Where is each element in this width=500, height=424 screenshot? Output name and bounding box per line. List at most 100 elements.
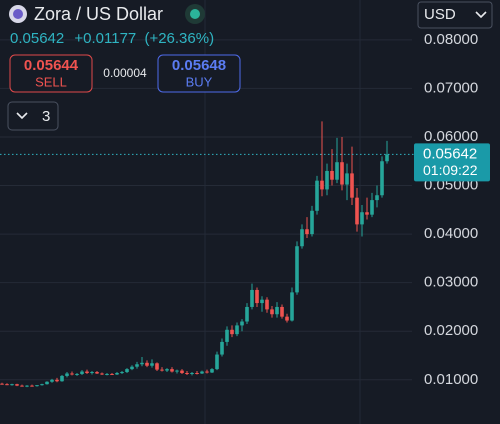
last-price-box bbox=[414, 143, 490, 182]
candle-body bbox=[80, 371, 84, 374]
candle-body bbox=[75, 373, 79, 375]
candle-body bbox=[185, 373, 189, 375]
sell-price[interactable]: 0.05644 bbox=[24, 57, 79, 74]
candle-body bbox=[350, 173, 354, 198]
candle-body bbox=[25, 385, 29, 387]
candle-body bbox=[355, 197, 359, 225]
interval[interactable]: 3 bbox=[42, 108, 50, 125]
candle-body bbox=[370, 200, 374, 215]
candle-body bbox=[300, 229, 304, 247]
candle-body bbox=[310, 210, 314, 235]
candle-body bbox=[325, 170, 329, 190]
candle-body bbox=[40, 384, 44, 386]
sell-button[interactable] bbox=[9, 54, 93, 93]
candle-body bbox=[360, 212, 364, 225]
candle-body bbox=[345, 173, 349, 185]
candle-body bbox=[100, 373, 104, 375]
candle-body bbox=[280, 306, 284, 317]
candle-body bbox=[230, 329, 234, 335]
candle-body bbox=[295, 246, 299, 293]
candle-body bbox=[115, 373, 119, 375]
candle-body bbox=[275, 306, 279, 315]
change: +0.01177 bbox=[74, 30, 136, 47]
candle-body bbox=[10, 384, 14, 386]
candle-body bbox=[35, 385, 39, 387]
candle-body bbox=[0, 383, 4, 385]
candle-body bbox=[85, 371, 89, 374]
candle-body bbox=[305, 229, 309, 235]
candle-body bbox=[235, 325, 239, 335]
buy-button[interactable] bbox=[157, 54, 241, 93]
candle-body bbox=[70, 373, 74, 375]
candle-body bbox=[145, 362, 149, 366]
y-tick-label: 0.06000 bbox=[424, 128, 478, 145]
candle-body bbox=[285, 316, 289, 321]
interval-select[interactable] bbox=[7, 101, 59, 131]
candle-body bbox=[65, 373, 69, 376]
y-axis: 0.010000.020000.030000.040000.050000.060… bbox=[424, 31, 478, 388]
candle-body bbox=[140, 362, 144, 365]
candle-body bbox=[170, 369, 174, 372]
candle-body bbox=[125, 369, 129, 373]
currency[interactable]: USD bbox=[424, 6, 456, 23]
candle-body bbox=[220, 341, 224, 355]
candle-body bbox=[205, 371, 209, 373]
candle-body bbox=[5, 384, 9, 386]
candles bbox=[0, 121, 389, 388]
countdown: 01:09:22 bbox=[423, 162, 478, 178]
candle-body bbox=[260, 299, 264, 304]
candle-body bbox=[315, 180, 319, 211]
candle-body bbox=[330, 170, 334, 180]
candle-body bbox=[335, 162, 339, 180]
y-tick-label: 0.07000 bbox=[424, 79, 478, 96]
candle-body bbox=[245, 306, 249, 322]
candle-body bbox=[265, 299, 269, 310]
candle-body bbox=[55, 379, 59, 382]
y-tick-label: 0.04000 bbox=[424, 225, 478, 242]
market-status-dot bbox=[190, 9, 200, 19]
y-tick-label: 0.02000 bbox=[424, 322, 478, 339]
buy-price[interactable]: 0.05648 bbox=[172, 57, 226, 74]
candle-body bbox=[320, 180, 324, 190]
sell-label[interactable]: SELL bbox=[35, 74, 67, 89]
candle-body bbox=[190, 373, 194, 375]
candle-body bbox=[120, 372, 124, 374]
currency-select[interactable] bbox=[417, 1, 493, 29]
candle-body bbox=[380, 161, 384, 196]
candle-body bbox=[150, 363, 154, 366]
buy-label[interactable]: BUY bbox=[186, 74, 213, 89]
spread: 0.00004 bbox=[103, 66, 147, 80]
price-line: 0.05642 +0.01177 (+26.36%) bbox=[10, 30, 214, 47]
candle-body bbox=[60, 375, 64, 382]
candle-body bbox=[255, 289, 259, 304]
candle-body bbox=[110, 373, 114, 375]
candle-body bbox=[200, 371, 204, 374]
candle-body bbox=[135, 364, 139, 367]
candle-body bbox=[270, 309, 274, 315]
candle-body bbox=[175, 370, 179, 372]
y-tick-label: 0.08000 bbox=[424, 31, 478, 48]
candle-body bbox=[240, 321, 244, 326]
candle-body bbox=[160, 369, 164, 371]
candle-body bbox=[165, 369, 169, 371]
candle-body bbox=[375, 195, 379, 201]
candle-body bbox=[210, 369, 214, 373]
candle-body bbox=[215, 354, 219, 370]
chevron bbox=[475, 11, 487, 19]
candle-body bbox=[130, 366, 134, 370]
last-price-label: 0.05642 bbox=[423, 145, 477, 162]
candle-body bbox=[290, 292, 294, 321]
candle-body bbox=[195, 373, 199, 375]
candle-body bbox=[155, 363, 159, 370]
candle-body bbox=[20, 385, 24, 387]
candle-body bbox=[180, 370, 184, 374]
candle-body bbox=[50, 379, 54, 382]
symbol-title: Zora / US Dollar bbox=[34, 4, 163, 24]
candle-body bbox=[385, 154, 389, 162]
y-tick-label: 0.03000 bbox=[424, 274, 478, 291]
candle-body bbox=[30, 385, 34, 387]
candle-body bbox=[250, 289, 254, 307]
